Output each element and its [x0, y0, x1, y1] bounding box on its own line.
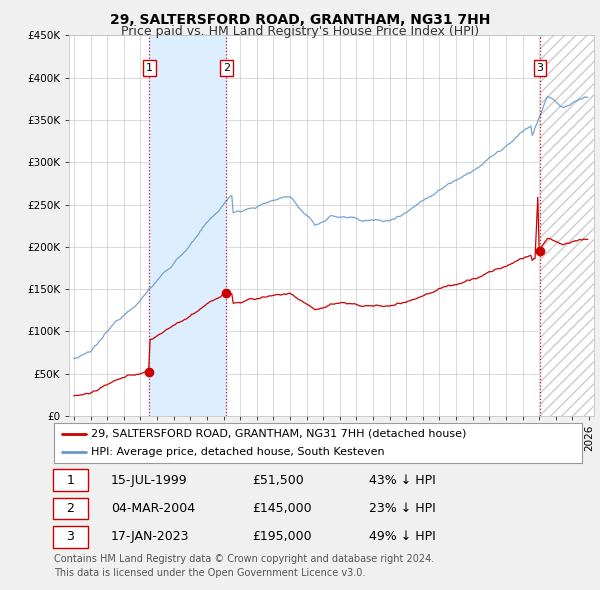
Text: 17-JAN-2023: 17-JAN-2023	[111, 530, 190, 543]
Text: 49% ↓ HPI: 49% ↓ HPI	[369, 530, 436, 543]
Text: 3: 3	[536, 63, 544, 73]
Text: 43% ↓ HPI: 43% ↓ HPI	[369, 474, 436, 487]
Text: 04-MAR-2004: 04-MAR-2004	[111, 502, 195, 515]
Text: 1: 1	[67, 474, 74, 487]
Text: 23% ↓ HPI: 23% ↓ HPI	[369, 502, 436, 515]
Text: Price paid vs. HM Land Registry's House Price Index (HPI): Price paid vs. HM Land Registry's House …	[121, 25, 479, 38]
Text: 2: 2	[67, 502, 74, 515]
Text: 29, SALTERSFORD ROAD, GRANTHAM, NG31 7HH (detached house): 29, SALTERSFORD ROAD, GRANTHAM, NG31 7HH…	[91, 429, 466, 439]
Text: 15-JUL-1999: 15-JUL-1999	[111, 474, 188, 487]
Text: 3: 3	[67, 530, 74, 543]
Text: 2: 2	[223, 63, 230, 73]
Text: £51,500: £51,500	[252, 474, 304, 487]
Text: £145,000: £145,000	[252, 502, 311, 515]
Bar	[540, 35, 594, 416]
Text: £195,000: £195,000	[252, 530, 311, 543]
Text: Contains HM Land Registry data © Crown copyright and database right 2024.
This d: Contains HM Land Registry data © Crown c…	[54, 554, 434, 578]
Text: 29, SALTERSFORD ROAD, GRANTHAM, NG31 7HH: 29, SALTERSFORD ROAD, GRANTHAM, NG31 7HH	[110, 13, 490, 27]
Bar	[149, 35, 226, 416]
Text: 1: 1	[146, 63, 153, 73]
Bar	[540, 35, 594, 416]
Text: HPI: Average price, detached house, South Kesteven: HPI: Average price, detached house, Sout…	[91, 447, 385, 457]
